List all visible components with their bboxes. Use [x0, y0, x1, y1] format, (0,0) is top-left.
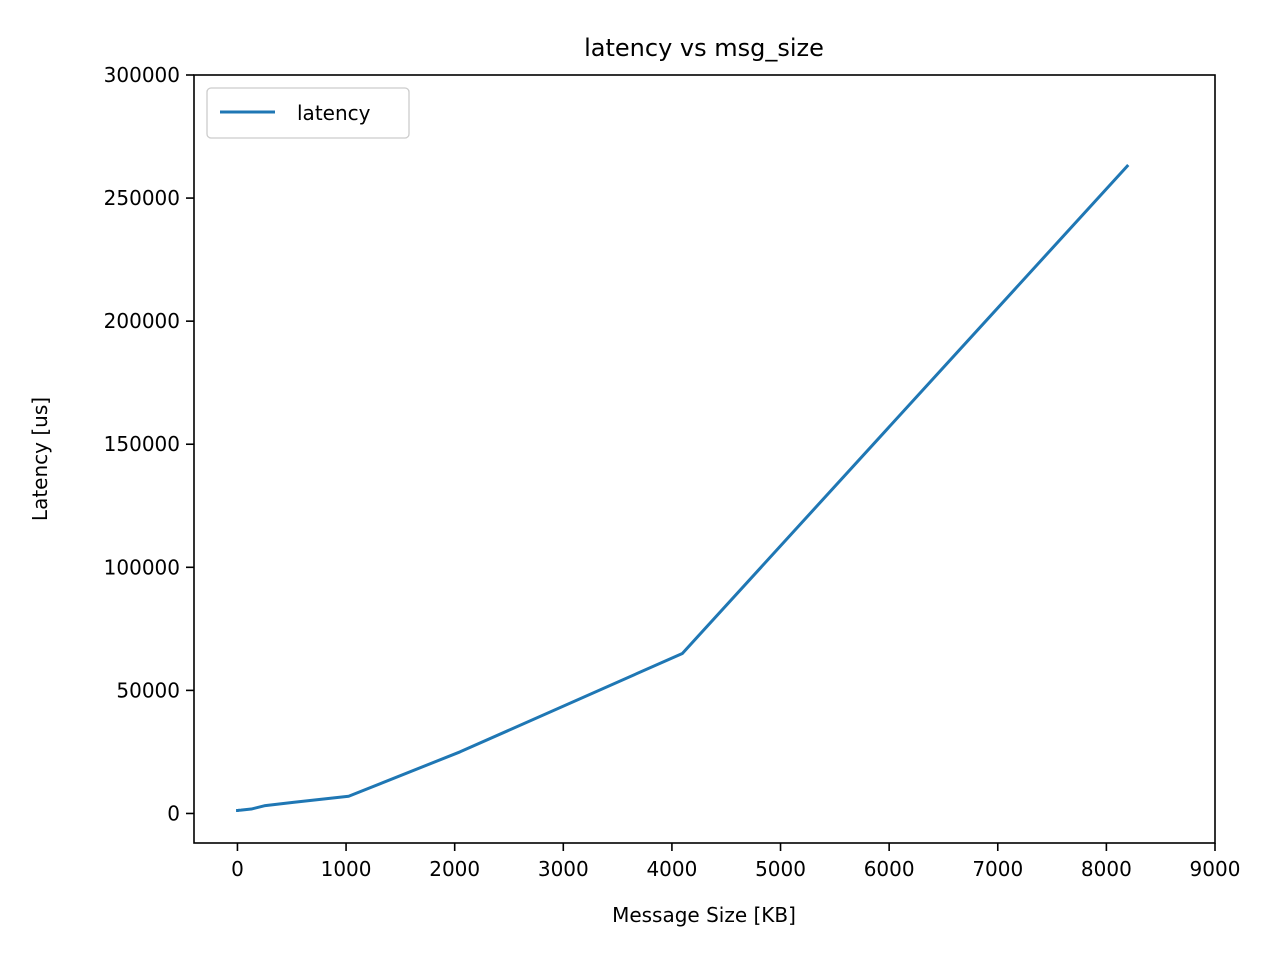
- x-tick-label: 6000: [864, 857, 915, 881]
- x-tick-label: 1000: [321, 857, 372, 881]
- legend: latency: [206, 87, 410, 139]
- x-tick-label: 2000: [429, 857, 480, 881]
- x-tick-label: 7000: [972, 857, 1023, 881]
- x-axis-label: Message Size [KB]: [612, 903, 796, 927]
- x-tick-label: 8000: [1081, 857, 1132, 881]
- chart-title: latency vs msg_size: [584, 34, 824, 62]
- x-tick-label: 9000: [1190, 857, 1241, 881]
- y-tick-label: 50000: [116, 678, 180, 702]
- series-line-latency: [236, 163, 1130, 813]
- y-tick-label: 100000: [104, 555, 180, 579]
- x-tick-label: 5000: [755, 857, 806, 881]
- x-tick-label: 3000: [538, 857, 589, 881]
- y-tick-label: 250000: [104, 186, 180, 210]
- plot-area: 0 1000 2000 3000 4000 5000 6000 7000 8000 9000 0 50…: [104, 63, 1241, 881]
- legend-label: latency: [297, 101, 371, 125]
- y-tick-label: 300000: [104, 63, 180, 87]
- y-tick-label: 200000: [104, 309, 180, 333]
- y-tick-label: 0: [167, 801, 180, 825]
- y-tick-label: 150000: [104, 432, 180, 456]
- legend-box: [206, 87, 410, 139]
- axes-frame: [193, 74, 1216, 844]
- y-axis-label: Latency [us]: [28, 397, 52, 521]
- x-tick-label: 0: [231, 857, 244, 881]
- x-tick-label: 4000: [646, 857, 697, 881]
